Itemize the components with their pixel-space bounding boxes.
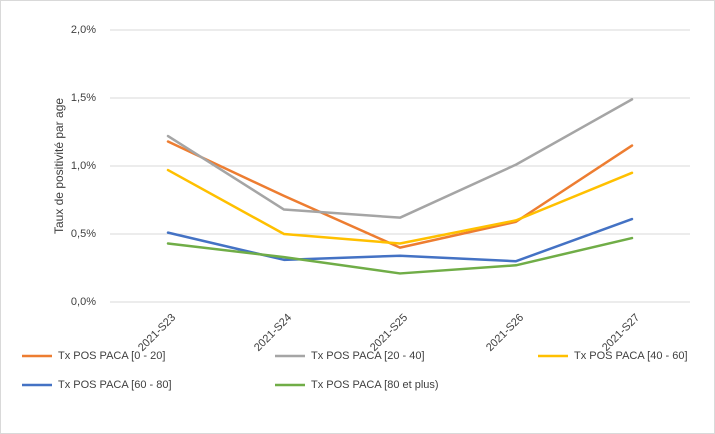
series-line xyxy=(166,140,634,249)
y-axis-label: Taux de positivité par age xyxy=(52,98,66,234)
y-tick-label: 0,5% xyxy=(71,228,96,240)
y-tick-label: 0,0% xyxy=(71,296,96,308)
y-tick-label: 1,0% xyxy=(71,160,96,172)
y-tick-label: 2,0% xyxy=(71,24,96,36)
series-line xyxy=(166,217,634,263)
series-line xyxy=(166,236,634,275)
legend-label: Tx POS PACA [0 - 20] xyxy=(58,350,165,362)
series-line xyxy=(166,98,634,219)
legend-label: Tx POS PACA [40 - 60] xyxy=(574,350,688,362)
legend-label: Tx POS PACA [20 - 40] xyxy=(311,350,425,362)
legend-label: Tx POS PACA [60 - 80] xyxy=(58,379,172,391)
series-line xyxy=(166,168,634,245)
legend-label: Tx POS PACA [80 et plus) xyxy=(311,379,439,391)
y-tick-label: 1,5% xyxy=(71,92,96,104)
